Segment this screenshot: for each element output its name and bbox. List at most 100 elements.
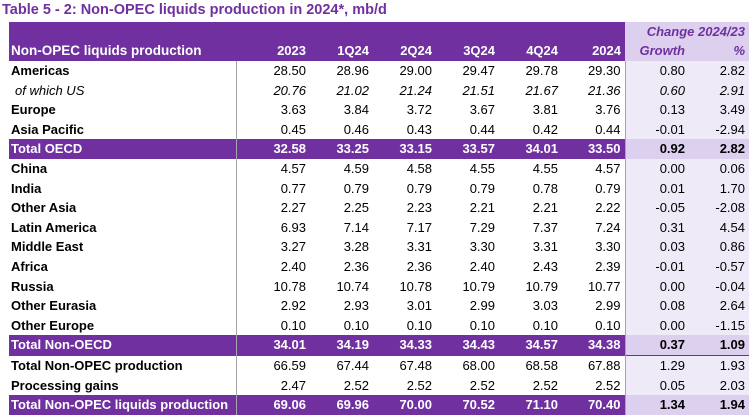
row-label: Other Asia	[11, 200, 77, 216]
cell-value: 3.67	[469, 102, 495, 118]
table-row: Other Eurasia 2.92 2.93 3.01 2.99 3.03 2.99 0.0…	[9, 296, 749, 316]
table-row: Other Europe 0.10 0.10 0.10 0.10 0.10 0.10 0.00…	[9, 315, 749, 336]
cell-value: 68.58	[499, 354, 562, 376]
cell-value: 21.02	[336, 82, 369, 98]
cell-value: 67.44	[310, 354, 373, 376]
row-label: Processing gains	[11, 377, 119, 393]
row-label: India	[11, 180, 42, 196]
cell-value: 7.24	[595, 219, 621, 235]
cell-value: 69.06	[235, 395, 310, 415]
cell-value: 34.57	[499, 335, 562, 356]
cell-value: 69.96	[310, 395, 373, 415]
cell-value: 0.31	[624, 217, 689, 238]
cell-value: 2.36	[406, 258, 432, 274]
cell-value: 2.47	[235, 375, 310, 396]
row-label: Asia Pacific	[11, 121, 84, 137]
table-row: India 0.77 0.79 0.79 0.79 0.78 0.79 0.01 1.70	[9, 178, 749, 199]
cell-value: 68.00	[436, 354, 499, 376]
cell-value: 4.55	[532, 160, 558, 176]
cell-value: 3.03	[532, 298, 558, 314]
cell-value: 0.92	[624, 139, 689, 159]
cell-value: 10.78	[399, 278, 432, 294]
cell-value: 2.40	[469, 258, 495, 274]
row-label: China	[11, 160, 48, 176]
cell-value: 3.28	[343, 239, 369, 255]
cell-value: 2.64	[689, 296, 749, 316]
cell-value: 71.10	[499, 395, 562, 415]
cell-value: 33.25	[310, 139, 373, 159]
cell-value: 1.70	[689, 178, 749, 199]
cell-value: 0.79	[406, 180, 432, 196]
cell-value: 0.79	[595, 180, 621, 196]
row-label: Other Europe	[11, 317, 95, 333]
cell-value: 2.91	[689, 80, 749, 101]
cell-value: -0.57	[689, 256, 749, 277]
cell-value: 0.42	[532, 121, 558, 137]
cell-value: 3.31	[532, 239, 558, 255]
cell-value: 70.52	[436, 395, 499, 415]
cell-value: 0.79	[343, 180, 369, 196]
cell-value: 3.49	[689, 100, 749, 120]
column-header: 2023	[236, 41, 310, 61]
cell-value: 0.00	[624, 158, 689, 179]
cell-value: 28.50	[235, 61, 310, 81]
cell-value: 0.13	[624, 100, 689, 120]
row-label: Americas	[11, 63, 70, 78]
cell-value: 2.99	[469, 298, 495, 314]
cell-value: 10.78	[235, 276, 310, 297]
row-label: Africa	[11, 258, 48, 274]
table-row: Russia 10.78 10.74 10.78 10.79 10.79 10.77 0.00…	[9, 276, 749, 297]
cell-value: 34.33	[373, 335, 436, 356]
cell-value: 28.96	[336, 63, 369, 78]
table-row: Europe 3.63 3.84 3.72 3.67 3.81 3.76 0.13 3.49	[9, 100, 749, 120]
cell-value: 0.45	[235, 119, 310, 140]
cell-value: 0.46	[343, 121, 369, 137]
cell-value: 2.52	[595, 377, 621, 393]
cell-value: 0.77	[235, 178, 310, 199]
cell-value: 3.30	[595, 239, 621, 255]
row-label: Other Eurasia	[11, 298, 97, 314]
header-spacer	[9, 22, 236, 41]
cell-value: 29.30	[587, 63, 621, 78]
row-label: Total Non-OPEC liquids production	[9, 395, 236, 415]
cell-value: 0.60	[624, 80, 689, 101]
cell-value: 2.99	[595, 298, 621, 314]
table-title: Table 5 - 2: Non-OPEC liquids production…	[2, 2, 387, 18]
table-row: China 4.57 4.59 4.58 4.55 4.55 4.57 0.00 0.06	[9, 158, 749, 179]
production-table: Change 2024/23 Non-OPEC liquids producti…	[9, 22, 749, 415]
cell-value: 3.63	[235, 100, 310, 120]
cell-value: 34.01	[235, 335, 310, 356]
cell-value: 3.30	[469, 239, 495, 255]
header-change-row: Change 2024/23	[9, 22, 749, 41]
cell-value: 29.00	[399, 63, 432, 78]
cell-value: 4.55	[469, 160, 495, 176]
cell-value: 7.14	[343, 219, 369, 235]
cell-value: 7.17	[406, 219, 432, 235]
cell-value: 67.88	[562, 354, 625, 376]
cell-value: 33.50	[562, 139, 625, 159]
cell-value: 2.23	[406, 200, 432, 216]
cell-value: 0.05	[624, 375, 689, 396]
cell-value: -0.04	[689, 276, 749, 297]
change-header: Change 2024/23	[625, 22, 749, 41]
table-row: of which US 20.76 21.02 21.24 21.51 21.67 21.3…	[9, 80, 749, 101]
column-header: 2024	[562, 41, 625, 61]
row-label: Total Non-OECD	[9, 335, 236, 356]
cell-value: 3.76	[595, 102, 621, 118]
table-row: Other Asia 2.27 2.25 2.23 2.21 2.21 2.22 -0.05-…	[9, 198, 749, 218]
cell-value: 10.79	[462, 278, 495, 294]
cell-value: 0.44	[469, 121, 495, 137]
cell-value: 29.47	[462, 63, 495, 78]
table-row: Americas 28.50 28.96 29.00 29.47 29.78 29.30 0.…	[9, 61, 749, 81]
table-row: Middle East 3.27 3.28 3.31 3.30 3.31 3.30 0.03 0…	[9, 237, 749, 257]
cell-value: 0.79	[469, 180, 495, 196]
cell-value: 10.74	[336, 278, 369, 294]
column-header: 4Q24	[499, 41, 562, 61]
row-label: Middle East	[11, 239, 84, 255]
cell-value: 21.24	[399, 82, 432, 98]
cell-value: 1.34	[624, 395, 689, 415]
cell-value: 0.03	[624, 237, 689, 257]
cell-value: 21.51	[462, 82, 495, 98]
cell-value: 2.82	[689, 61, 749, 81]
table-row: Latin America 6.93 7.14 7.17 7.29 7.37 7.24 0.3…	[9, 217, 749, 238]
